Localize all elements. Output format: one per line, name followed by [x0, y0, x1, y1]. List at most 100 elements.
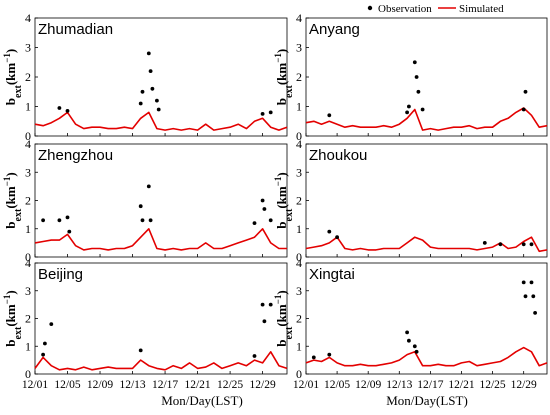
y-tick-label: 0 [25, 129, 31, 143]
y-tick-label: 0 [296, 367, 302, 381]
x-tick-label: 12/21 [184, 379, 210, 391]
observation-point [412, 344, 417, 349]
observation-point [262, 319, 267, 324]
observation-point [49, 322, 54, 326]
x-axis-label-right: Mon/Day(LST) [386, 393, 468, 408]
y-tick-label: 3 [296, 41, 302, 55]
observation-point [146, 184, 151, 189]
x-axis-label-left: Mon/Day(LST) [161, 393, 243, 408]
x-tick-label: 12/05 [54, 379, 80, 391]
observation-point [138, 348, 143, 353]
simulated-series-line [34, 351, 288, 371]
observation-point [407, 104, 411, 109]
observation-point [311, 355, 316, 360]
y-tick-label: 3 [25, 41, 31, 55]
panel-title: Anyang [309, 21, 360, 38]
y-tick-label: 1 [296, 222, 302, 236]
y-tick-label: 2 [296, 70, 302, 84]
observation-point [533, 311, 537, 315]
panels-group: 0 1 2 3 4 bext(km−1) Zhumadian 0 1 2 3 4 bext(km−1) A… [2, 11, 548, 391]
observation-point [268, 110, 273, 115]
observation-point [523, 89, 528, 94]
y-tick-label: 1 [25, 222, 31, 236]
y-tick-label: 4 [25, 11, 31, 25]
observation-point [41, 218, 45, 223]
y-axis-label: bext(km−1) [273, 49, 295, 105]
panel-title: Zhoukou [309, 147, 367, 164]
y-axis-label: bext(km−1) [273, 290, 295, 346]
observation-point [482, 241, 487, 245]
y-tick-label: 4 [296, 11, 302, 25]
observation-point [65, 109, 70, 113]
x-tick-label: 12/17 [417, 379, 443, 391]
observation-point [327, 352, 332, 357]
panel-title: Xingtai [309, 266, 355, 283]
simulated-series-line [305, 107, 548, 131]
x-tick-label: 12/29 [250, 379, 276, 391]
y-axis-label: bext(km−1) [273, 172, 295, 228]
y-axis-label: bext(km−1) [2, 290, 24, 346]
y-tick-label: 2 [25, 194, 31, 208]
simulated-series-line [34, 228, 287, 251]
observation-point [140, 89, 145, 94]
y-tick-label: 3 [25, 284, 31, 298]
simulated-series-line [305, 346, 548, 367]
observation-point [57, 218, 62, 223]
y-tick-label: 0 [25, 250, 31, 264]
y-tick-label: 1 [296, 339, 302, 353]
y-tick-label: 0 [25, 367, 31, 381]
y-tick-label: 2 [25, 70, 31, 84]
observation-point [252, 221, 257, 226]
observation-point [41, 352, 45, 357]
y-tick-label: 3 [25, 165, 31, 179]
observation-point [140, 218, 145, 223]
x-tick-label: 12/29 [511, 379, 537, 391]
x-tick-label: 12/05 [324, 379, 350, 391]
y-tick-label: 3 [296, 284, 302, 298]
simulated-series-line [305, 236, 548, 253]
observation-point [260, 112, 265, 116]
observation-point [327, 229, 332, 234]
y-axis-label: bext(km−1) [2, 172, 24, 228]
observation-point [268, 302, 273, 307]
observation-point [260, 198, 265, 203]
observation-point [498, 242, 503, 247]
observation-point [262, 207, 267, 211]
observation-point [268, 218, 273, 223]
observation-point [529, 280, 534, 285]
observation-point [252, 354, 257, 358]
x-tick-label: 12/01 [22, 379, 48, 391]
x-tick-label: 12/17 [152, 379, 178, 391]
y-tick-label: 4 [25, 256, 31, 270]
observation-point [43, 341, 47, 346]
y-tick-label: 1 [296, 100, 302, 114]
panel-title: Zhengzhou [38, 147, 113, 164]
panel-zhoukou: 0 1 2 3 4 bext(km−1) Zhoukou [273, 137, 548, 264]
observation-point [150, 86, 155, 91]
y-tick-label: 2 [25, 312, 31, 326]
legend-simulated-label: Simulated [459, 3, 504, 15]
observation-point [148, 218, 153, 223]
y-tick-label: 1 [25, 100, 31, 114]
panel-zhengzhou: 0 1 2 3 4 bext(km−1) Zhengzhou [2, 137, 288, 264]
observation-point [407, 338, 411, 343]
legend-observation-label: Observation [378, 3, 432, 15]
observation-point [405, 110, 409, 115]
legend: Observation Simulated [367, 3, 504, 15]
observation-point [148, 69, 153, 73]
observation-point [335, 235, 339, 240]
y-tick-label: 3 [296, 165, 302, 179]
y-tick-label: 4 [296, 256, 302, 270]
panel-anyang: 0 1 2 3 4 bext(km−1) Anyang [273, 11, 548, 143]
y-tick-label: 1 [25, 339, 31, 353]
x-tick-label: 12/09 [87, 379, 113, 391]
observation-point [57, 106, 62, 110]
observation-point [523, 294, 528, 299]
observation-point [414, 75, 419, 79]
y-tick-label: 2 [296, 194, 302, 208]
x-tick-label: 12/13 [119, 379, 145, 391]
observation-point [521, 242, 526, 247]
y-tick-label: 0 [296, 250, 302, 264]
observation-point [327, 113, 332, 118]
